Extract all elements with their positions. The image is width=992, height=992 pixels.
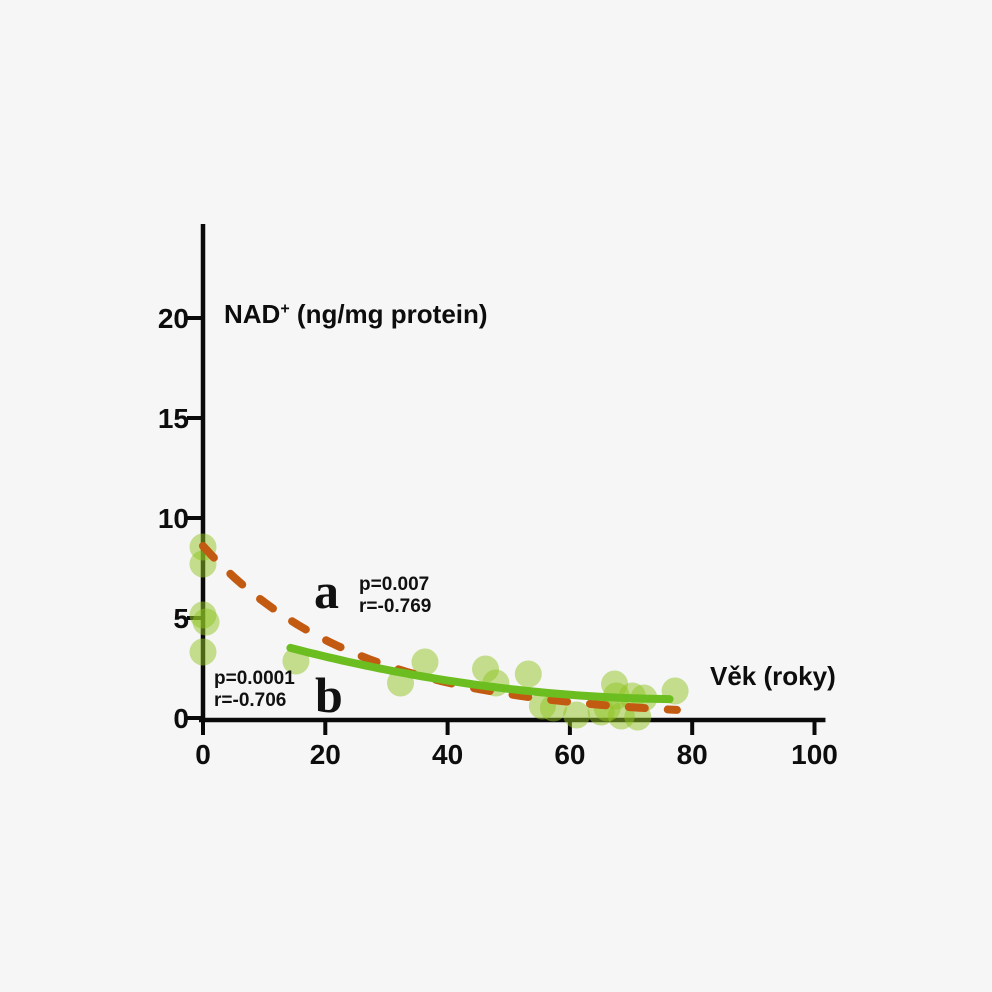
y-tick-label: 10 — [158, 503, 189, 534]
curve-a-p-value: p=0.007 — [359, 574, 430, 595]
x-tick-label: 0 — [195, 739, 211, 770]
y-axis-title-base: NAD — [224, 299, 281, 329]
x-tick-label: 80 — [677, 739, 708, 770]
data-point — [411, 648, 439, 676]
x-tick-label: 100 — [791, 739, 838, 770]
data-point — [192, 608, 220, 636]
x-axis-title: Věk (roky) — [710, 661, 836, 691]
x-tick-label: 20 — [310, 739, 341, 770]
y-axis-title-rest: (ng/mg protein) — [289, 299, 488, 329]
curve-b-p-value: p=0.0001 — [214, 668, 295, 689]
y-tick-label: 0 — [173, 703, 189, 734]
curve-b-r-value: r=-0.706 — [214, 690, 287, 711]
y-tick-label: 20 — [158, 303, 189, 334]
x-tick-label: 40 — [432, 739, 463, 770]
y-axis-title-sup: + — [280, 300, 290, 318]
curve-a-r-value: r=-0.769 — [359, 596, 432, 617]
data-point — [189, 638, 217, 666]
curve-a-label: a — [314, 563, 339, 619]
y-axis-title: NAD+ (ng/mg protein) — [224, 299, 488, 330]
data-point — [514, 660, 542, 688]
data-point — [563, 701, 591, 729]
y-tick-label: 5 — [173, 603, 189, 634]
regression-curve-b — [286, 643, 674, 704]
curve-b-label: b — [315, 667, 343, 723]
y-tick-label: 15 — [158, 403, 189, 434]
curve-a-stats: p=0.007 r=-0.769 — [359, 574, 431, 618]
curve-b-stats: p=0.0001 r=-0.706 — [214, 668, 295, 712]
x-tick-label: 60 — [554, 739, 585, 770]
